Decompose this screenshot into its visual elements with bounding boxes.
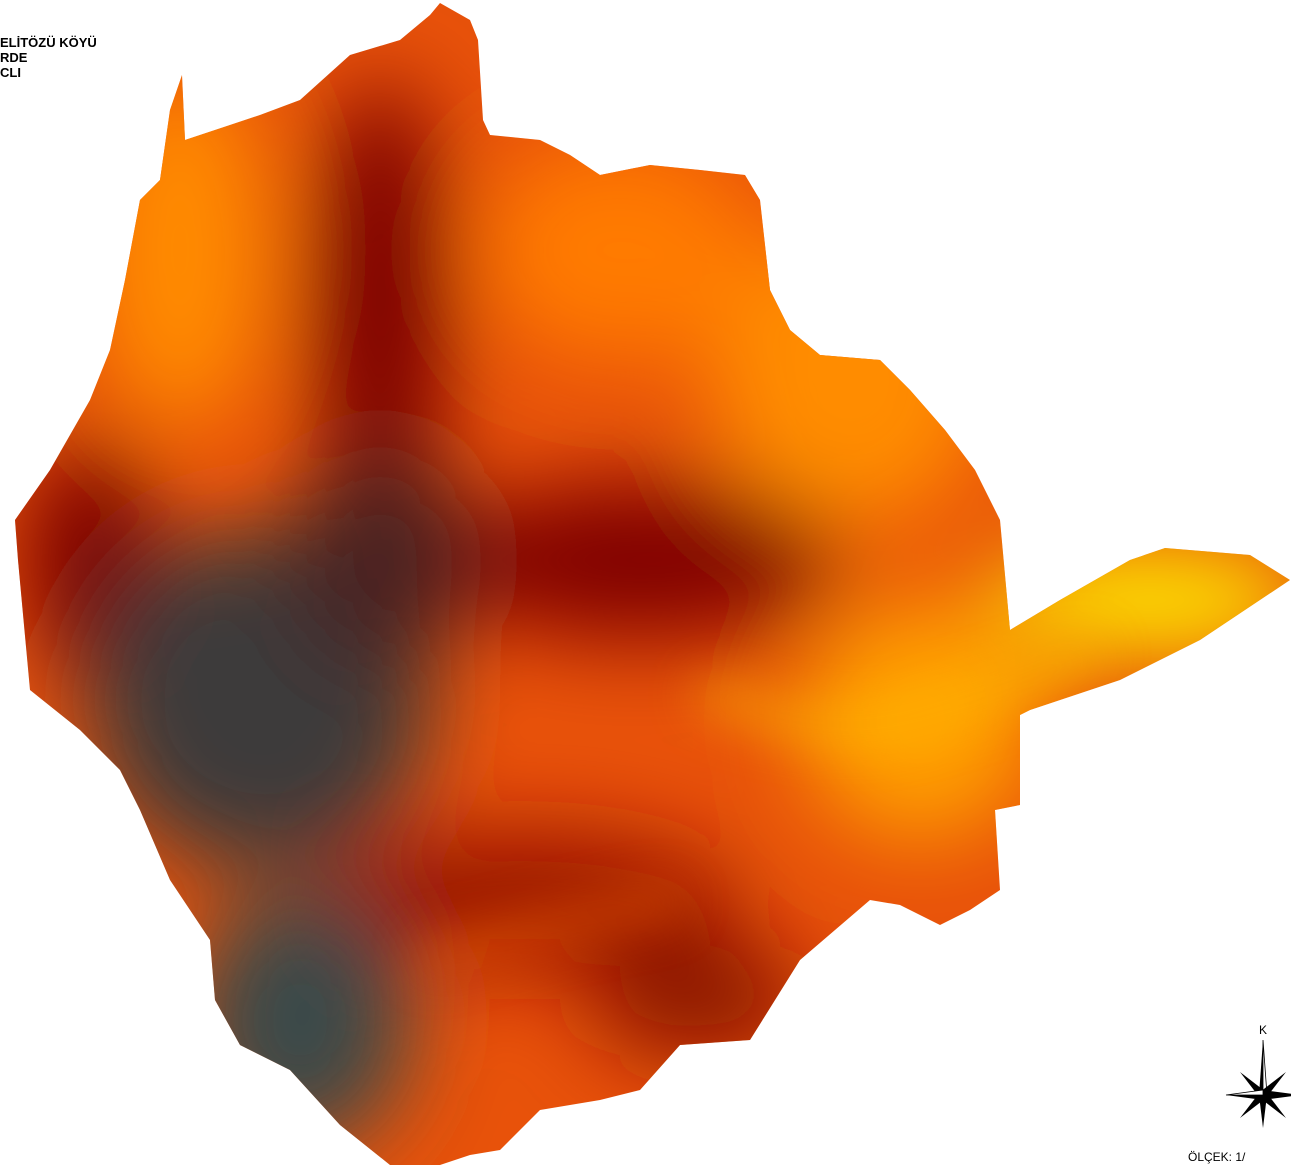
map-title-line: CLI [0, 65, 21, 80]
map-title-line: ELİTÖZÜ KÖYÜ [0, 35, 97, 50]
north-arrow: K [1225, 1023, 1291, 1128]
north-label: K [1259, 1023, 1267, 1037]
scale-label: ÖLÇEK: 1/ [1188, 1150, 1246, 1164]
map-title-line: RDE [0, 50, 28, 65]
